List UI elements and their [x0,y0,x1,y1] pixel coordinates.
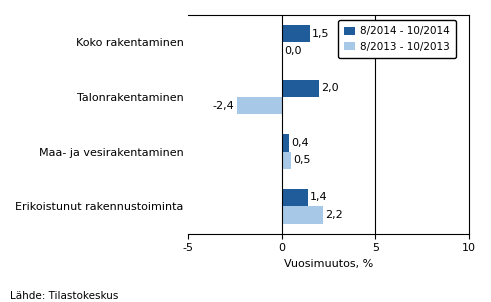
Bar [282,189,308,206]
Text: 1,4: 1,4 [310,192,328,202]
Text: -2,4: -2,4 [213,101,235,111]
Text: 2,2: 2,2 [325,210,343,220]
Text: 0,0: 0,0 [284,46,301,56]
Bar [282,206,323,224]
Text: 0,4: 0,4 [292,138,309,148]
Bar [282,25,310,42]
X-axis label: Vuosimuutos, %: Vuosimuutos, % [284,259,373,269]
Bar [282,152,291,169]
Bar [282,134,289,152]
Bar [237,97,282,114]
Text: 2,0: 2,0 [322,83,339,93]
Text: Lähde: Tilastokeskus: Lähde: Tilastokeskus [10,291,118,301]
Bar [282,79,319,97]
Text: 0,5: 0,5 [294,155,311,165]
Legend: 8/2014 - 10/2014, 8/2013 - 10/2013: 8/2014 - 10/2014, 8/2013 - 10/2013 [338,20,456,58]
Text: 1,5: 1,5 [312,29,329,39]
